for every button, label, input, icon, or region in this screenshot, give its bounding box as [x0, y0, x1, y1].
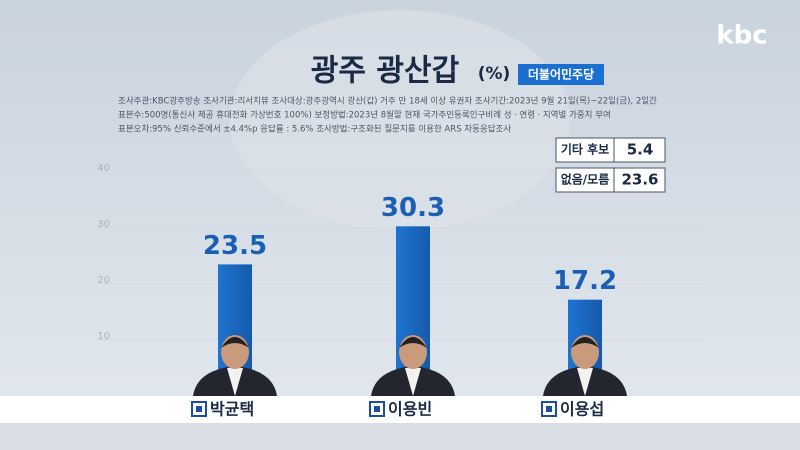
chart-title: 광주 광산갑	[311, 54, 460, 89]
photo-shirt	[227, 368, 243, 396]
party-icon-inner	[196, 406, 202, 412]
survey-note: 표본수:500명(통신사 제공 휴대전화 가상번호 100%) 보정방법:202…	[118, 110, 611, 121]
y-tick-label: 20	[97, 275, 110, 286]
dome-backdrop	[230, 10, 570, 230]
x-tick-label: 박균택	[210, 400, 254, 419]
extra-value: 5.4	[627, 141, 654, 159]
extra-box	[555, 167, 666, 193]
unit: (%)	[478, 64, 511, 84]
value-label: 23.5	[203, 231, 267, 261]
party-icon-inner	[546, 406, 552, 412]
value-label: 30.3	[381, 193, 445, 223]
plot: 10 20 30 40 23.5 30.3 17.2	[95, 163, 705, 396]
candidate-photo	[193, 335, 277, 396]
candidate-photo	[543, 335, 627, 396]
party-badge	[518, 64, 604, 85]
name-strip	[0, 396, 800, 423]
extra-box	[555, 137, 666, 163]
y-tick-label: 10	[97, 331, 110, 342]
footer	[0, 423, 800, 450]
value-label: 17.2	[553, 266, 617, 296]
party-label: 더불어민주당	[528, 67, 594, 82]
photo-hair	[571, 337, 599, 348]
candidate-photo	[371, 335, 455, 396]
party-icon-inner	[374, 406, 380, 412]
y-tick-label: 40	[97, 163, 110, 174]
extra-label: 없음/모름	[561, 172, 610, 187]
extra-label: 기타 후보	[561, 142, 609, 157]
photo-hair	[399, 337, 427, 348]
photo-shirt	[405, 368, 421, 396]
survey-note: 조사주관:KBC광주방송 조사기관:리서치뷰 조사대상:광주광역시 광산(갑) …	[118, 96, 657, 107]
survey-note: 표본오차:95% 신뢰수준에서 ±4.4%p 응답률 : 5.6% 조사방법:구…	[118, 124, 511, 135]
x-tick-label: 이용섭	[560, 400, 604, 419]
extra-value: 23.6	[621, 171, 658, 189]
logo: kbc	[716, 21, 767, 51]
photo-hair	[221, 337, 249, 348]
x-tick-label: 이용빈	[388, 400, 432, 419]
photo-shirt	[577, 368, 593, 396]
y-tick-label: 30	[97, 219, 110, 230]
